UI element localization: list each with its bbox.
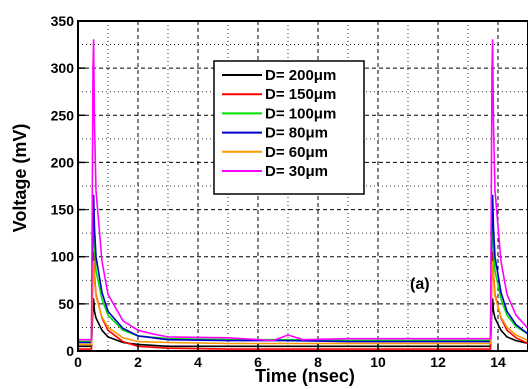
x-axis-label: Time (nsec) <box>255 366 355 386</box>
x-tick-label: 0 <box>74 354 82 370</box>
x-tick-label: 6 <box>254 354 262 370</box>
series-line <box>78 260 528 346</box>
legend-label: D= 60μm <box>265 144 328 161</box>
x-tick-label: 8 <box>314 354 322 370</box>
tick-labels: 0 2 4 6 8 10 12 14 0 50 100 150 200 250 300 350 <box>51 13 506 370</box>
y-tick-label: 250 <box>51 107 75 123</box>
series-layer <box>78 39 528 350</box>
x-tick-label: 4 <box>194 354 202 370</box>
y-tick-label: 200 <box>51 154 75 170</box>
y-axis-label: Voltage (mV) <box>10 124 30 233</box>
legend-label: D= 100μm <box>265 105 336 122</box>
legend-label: D= 80μm <box>265 125 328 142</box>
ticks <box>77 20 499 352</box>
legend-items: D= 200μm D= 150μm D= 100μm D= 80μm D= 60μm D=… <box>222 67 336 180</box>
y-tick-label: 0 <box>66 343 74 359</box>
series-line <box>78 298 528 348</box>
legend-label: D= 150μm <box>265 86 336 103</box>
series-line <box>78 218 528 343</box>
series-line <box>78 251 528 350</box>
plot-frame <box>77 20 528 352</box>
y-tick-label: 50 <box>58 296 74 312</box>
y-tick-label: 300 <box>51 60 75 76</box>
x-tick-label: 2 <box>134 354 142 370</box>
y-tick-label: 350 <box>51 13 75 29</box>
y-tick-label: 100 <box>51 249 75 265</box>
y-tick-label: 150 <box>51 202 75 218</box>
x-tick-label: 12 <box>430 354 446 370</box>
series-line <box>78 39 528 342</box>
legend-label: D= 30μm <box>265 163 328 180</box>
x-tick-label: 14 <box>490 354 506 370</box>
annotation-label: (a) <box>410 276 430 293</box>
x-tick-label: 10 <box>370 354 386 370</box>
legend: D= 200μm D= 150μm D= 100μm D= 80μm D= 60μm D=… <box>213 60 365 195</box>
series-line <box>78 194 528 344</box>
legend-label: D= 200μm <box>265 67 336 84</box>
